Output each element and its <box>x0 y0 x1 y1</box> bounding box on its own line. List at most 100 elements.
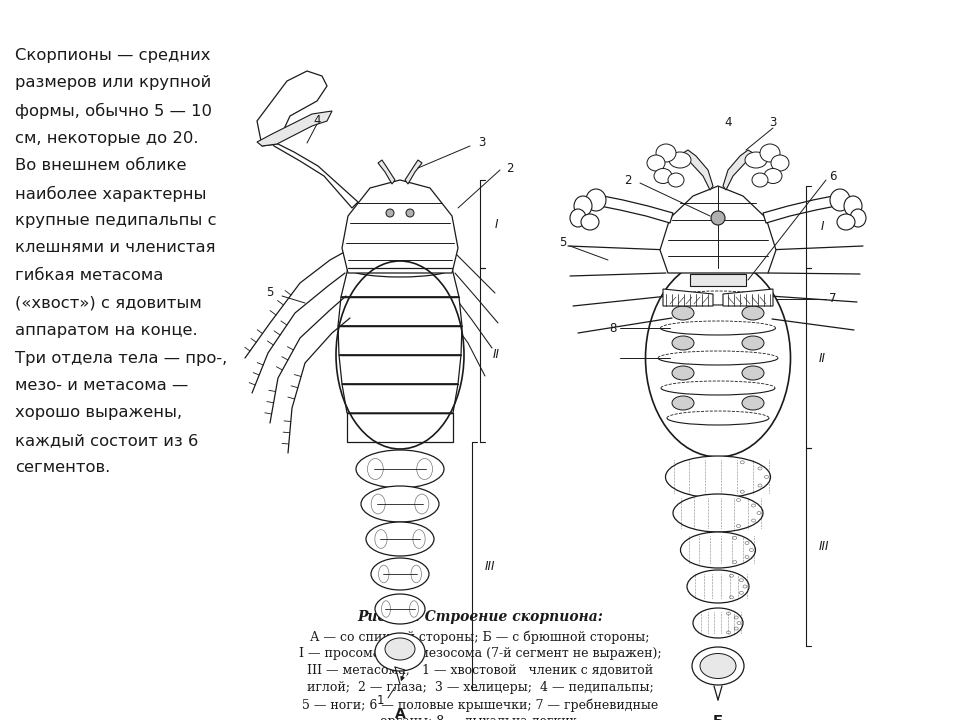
Text: 5: 5 <box>560 236 566 250</box>
Ellipse shape <box>752 173 768 187</box>
Polygon shape <box>763 196 836 223</box>
Ellipse shape <box>681 532 756 568</box>
Text: иглой;  2 — глаза;  3 — хелицеры;  4 — педипальпы;: иглой; 2 — глаза; 3 — хелицеры; 4 — педи… <box>306 681 654 694</box>
Ellipse shape <box>645 259 790 457</box>
Text: 6: 6 <box>829 169 837 182</box>
Polygon shape <box>660 186 776 273</box>
Ellipse shape <box>356 450 444 488</box>
Text: органы; 8 — дыхальца легких.: органы; 8 — дыхальца легких. <box>380 715 580 720</box>
Text: III: III <box>819 541 829 554</box>
Polygon shape <box>723 150 753 190</box>
Polygon shape <box>378 160 395 184</box>
Polygon shape <box>339 355 461 384</box>
Polygon shape <box>270 140 358 208</box>
Text: II: II <box>819 351 826 364</box>
Polygon shape <box>723 289 773 306</box>
Ellipse shape <box>850 209 866 227</box>
Ellipse shape <box>745 152 767 168</box>
Text: формы, обычно 5 — 10: формы, обычно 5 — 10 <box>15 103 212 119</box>
Polygon shape <box>257 111 332 146</box>
Text: 2: 2 <box>506 161 514 174</box>
Polygon shape <box>347 413 453 442</box>
Ellipse shape <box>406 209 414 217</box>
Ellipse shape <box>668 173 684 187</box>
Ellipse shape <box>672 306 694 320</box>
Ellipse shape <box>693 608 743 638</box>
Ellipse shape <box>348 259 452 277</box>
Text: крупные педипальпы с: крупные педипальпы с <box>15 213 217 228</box>
Text: мезо- и метасома —: мезо- и метасома — <box>15 378 188 393</box>
Ellipse shape <box>371 558 429 590</box>
Text: 3: 3 <box>478 137 486 150</box>
Ellipse shape <box>742 396 764 410</box>
Ellipse shape <box>665 456 771 498</box>
Ellipse shape <box>672 366 694 380</box>
Polygon shape <box>405 160 422 184</box>
Ellipse shape <box>586 189 606 211</box>
Text: 3: 3 <box>769 117 777 130</box>
Ellipse shape <box>764 168 782 184</box>
Ellipse shape <box>711 211 725 225</box>
Text: Во внешнем облике: Во внешнем облике <box>15 158 186 173</box>
Ellipse shape <box>656 144 676 162</box>
Text: 5: 5 <box>266 287 274 300</box>
Text: сегментов.: сегментов. <box>15 461 110 475</box>
Text: 8: 8 <box>610 322 616 335</box>
Text: I: I <box>820 220 824 233</box>
Ellipse shape <box>669 152 691 168</box>
Text: Скорпионы — средних: Скорпионы — средних <box>15 48 210 63</box>
Ellipse shape <box>581 214 599 230</box>
Ellipse shape <box>375 633 425 671</box>
Polygon shape <box>338 326 462 355</box>
Text: («хвост») с ядовитым: («хвост») с ядовитым <box>15 295 202 310</box>
Polygon shape <box>342 384 458 413</box>
Ellipse shape <box>361 486 439 522</box>
Text: II: II <box>492 348 499 361</box>
Ellipse shape <box>570 209 586 227</box>
Text: III — метасома;   1 — хвостовой   членик с ядовитой: III — метасома; 1 — хвостовой членик с я… <box>307 664 653 677</box>
Ellipse shape <box>654 168 672 184</box>
Polygon shape <box>690 274 746 286</box>
Text: III: III <box>485 559 495 572</box>
Polygon shape <box>338 297 462 326</box>
Text: каждый состоит из 6: каждый состоит из 6 <box>15 433 199 448</box>
Ellipse shape <box>574 196 592 216</box>
Text: Б: Б <box>712 714 723 720</box>
Text: см, некоторые до 20.: см, некоторые до 20. <box>15 130 199 145</box>
Text: 4: 4 <box>313 114 321 127</box>
Text: хорошо выражены,: хорошо выражены, <box>15 405 182 420</box>
Polygon shape <box>341 268 459 297</box>
Polygon shape <box>663 289 713 306</box>
Text: I: I <box>494 217 497 230</box>
Text: Рис. 20. Строение скорпиона:: Рис. 20. Строение скорпиона: <box>357 610 603 624</box>
Ellipse shape <box>742 336 764 350</box>
Polygon shape <box>257 71 327 146</box>
Ellipse shape <box>742 366 764 380</box>
Text: А: А <box>395 707 405 720</box>
Ellipse shape <box>672 396 694 410</box>
Text: размеров или крупной: размеров или крупной <box>15 76 211 91</box>
Text: А — со спинной стороны; Б — с брюшной стороны;: А — со спинной стороны; Б — с брюшной ст… <box>310 630 650 644</box>
Polygon shape <box>683 150 713 190</box>
Ellipse shape <box>375 594 425 624</box>
Text: 2: 2 <box>624 174 632 186</box>
Ellipse shape <box>837 214 855 230</box>
Ellipse shape <box>647 155 665 171</box>
Text: наиболее характерны: наиболее характерны <box>15 186 206 202</box>
Text: Три отдела тела — про-,: Три отдела тела — про-, <box>15 351 228 366</box>
Text: аппаратом на конце.: аппаратом на конце. <box>15 323 198 338</box>
Ellipse shape <box>771 155 789 171</box>
Ellipse shape <box>692 647 744 685</box>
Ellipse shape <box>742 306 764 320</box>
Text: I — просома; II — мезосома (7-й сегмент не выражен);: I — просома; II — мезосома (7-й сегмент … <box>299 647 661 660</box>
Text: 5 — ноги; 6 — половые крышечки; 7 — гребневидные: 5 — ноги; 6 — половые крышечки; 7 — греб… <box>301 698 659 711</box>
Ellipse shape <box>386 209 394 217</box>
Ellipse shape <box>385 638 415 660</box>
Text: 1: 1 <box>376 693 384 706</box>
Text: гибкая метасома: гибкая метасома <box>15 268 163 283</box>
Ellipse shape <box>672 336 694 350</box>
Ellipse shape <box>366 522 434 556</box>
Ellipse shape <box>830 189 850 211</box>
Ellipse shape <box>760 144 780 162</box>
Text: 7: 7 <box>829 292 837 305</box>
